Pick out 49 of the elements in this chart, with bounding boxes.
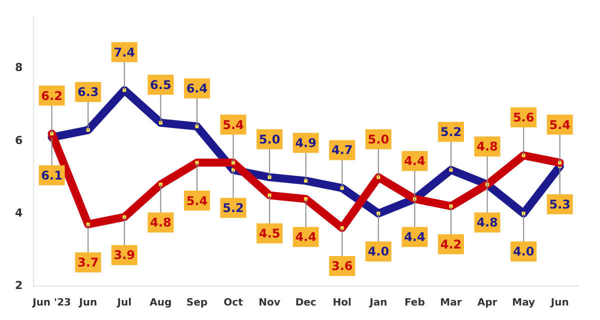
x-tick-label: Feb (404, 298, 425, 309)
data-label: 4.5 (258, 226, 280, 240)
x-tick-label: Nov (258, 298, 281, 309)
data-label: 5.6 (512, 110, 534, 125)
data-label: 3.7 (77, 255, 99, 270)
x-tick-label: Apr (477, 298, 498, 309)
x-tick-label: Mar (440, 298, 462, 309)
data-label: 4.8 (150, 216, 172, 230)
data-label: 4.2 (440, 237, 462, 252)
y-tick-label: 6 (15, 134, 23, 147)
data-label: 7.4 (114, 45, 136, 60)
data-label: 4.8 (476, 216, 498, 230)
data-label: 5.3 (549, 197, 570, 212)
data-label: 6.4 (186, 82, 208, 96)
data-label: 5.4 (549, 118, 570, 132)
y-tick-label: 4 (15, 206, 23, 220)
x-tick-label: Hol (332, 298, 352, 309)
data-label: 4.8 (476, 140, 498, 154)
data-label: 6.3 (77, 85, 99, 100)
data-label: 3.6 (331, 259, 353, 274)
data-label: 4.0 (368, 244, 390, 259)
data-label: 6.1 (41, 168, 62, 182)
data-label: 5.2 (222, 201, 244, 216)
x-tick-label: Jul (116, 298, 132, 309)
data-label: 4.7 (331, 143, 353, 158)
data-label: 5.4 (222, 118, 244, 132)
data-label: 5.0 (368, 132, 390, 146)
data-label: 5.4 (186, 194, 208, 208)
x-tick-label: Oct (224, 298, 244, 309)
data-label: 4.4 (404, 230, 426, 244)
x-tick-label: May (512, 298, 536, 309)
data-label: 5.0 (258, 132, 280, 146)
y-tick-label: 8 (15, 61, 23, 74)
x-tick-label: Jan (368, 298, 388, 309)
data-label: 4.0 (512, 244, 534, 259)
data-label: 4.4 (404, 154, 426, 168)
data-label: 4.9 (295, 136, 316, 150)
x-tick-label: Dec (295, 298, 316, 309)
y-tick-label: 2 (15, 278, 23, 292)
x-tick-label: Jun (550, 298, 569, 309)
data-label: 5.2 (440, 125, 462, 140)
x-tick-label: Jun '23 (32, 298, 72, 309)
data-label: 6.2 (41, 88, 62, 103)
x-tick-label: Jun (78, 298, 98, 309)
data-label: 6.5 (150, 78, 172, 92)
data-label: 4.4 (295, 230, 316, 244)
data-label: 3.9 (114, 248, 136, 262)
x-tick-label: Sep (186, 298, 208, 309)
x-tick-label: Aug (150, 298, 172, 309)
